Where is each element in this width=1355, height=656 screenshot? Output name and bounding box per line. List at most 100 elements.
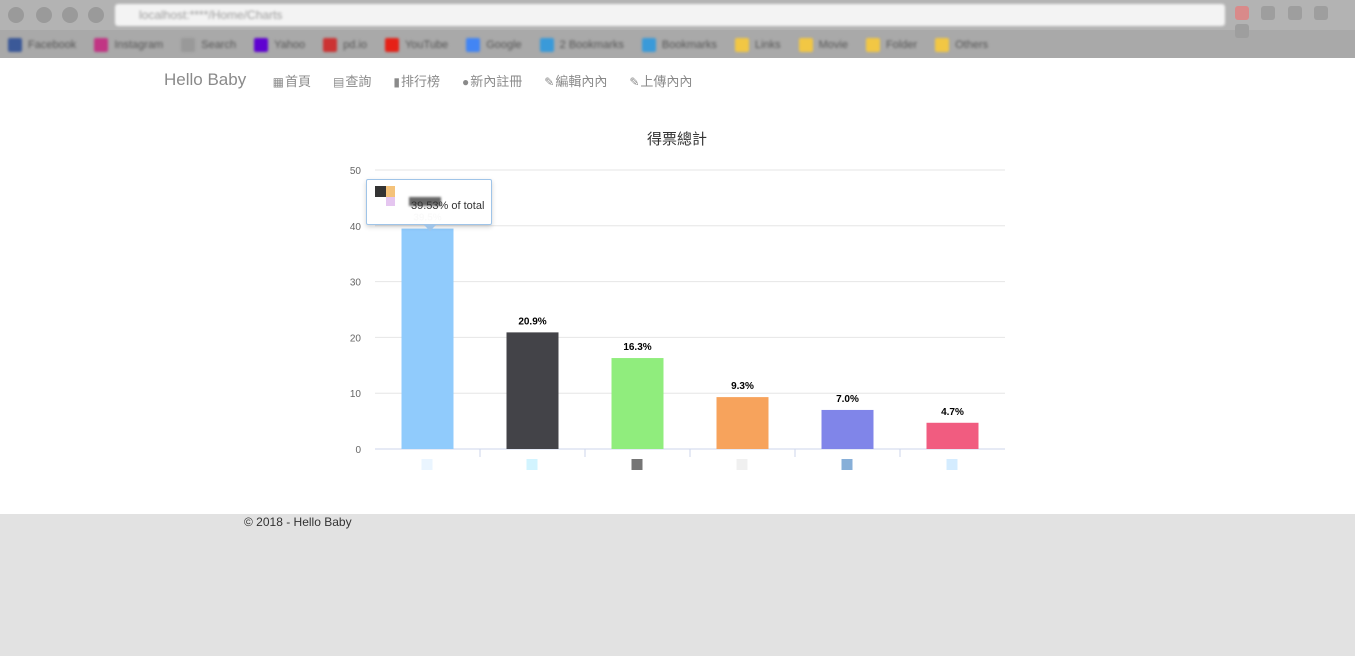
bookmark-label: Google <box>486 39 522 51</box>
data-label: 16.3% <box>623 342 651 353</box>
bookmark-item[interactable]: Movie <box>798 32 848 58</box>
y-tick-label: 30 <box>350 278 362 289</box>
user-icon: ● <box>462 74 470 89</box>
bookmark-label: Others <box>955 39 989 51</box>
nav-link-label: 上傳內內 <box>640 73 693 89</box>
pencil-icon: ✎ <box>629 74 640 89</box>
category-label-blur <box>526 459 538 470</box>
footer-text: © 2018 - Hello Baby <box>244 515 352 529</box>
extension-icon[interactable] <box>1314 6 1329 20</box>
brand-link[interactable]: Hello Baby <box>164 70 247 89</box>
bookmark-icon <box>254 38 269 53</box>
bookmark-icon <box>734 38 749 53</box>
extension-icon[interactable] <box>1235 6 1249 20</box>
bookmark-label: Yahoo <box>274 39 306 51</box>
tooltip-swatch <box>386 197 395 206</box>
chart-tooltip: 39.53% of total <box>366 179 492 231</box>
y-tick-label: 10 <box>350 389 362 400</box>
bookmark-item[interactable]: Google <box>466 32 522 58</box>
bookmark-item[interactable]: pd.io <box>323 32 367 58</box>
bookmark-icon <box>466 38 481 53</box>
category-label-blur <box>631 459 643 470</box>
bookmark-label: YouTube <box>404 39 449 51</box>
nav-link-0[interactable]: ▦首頁 <box>273 71 311 90</box>
bookmark-item[interactable]: Instagram <box>94 32 163 58</box>
tooltip-swatch <box>375 186 386 197</box>
bookmark-icon <box>935 38 950 53</box>
bookmark-label: Instagram <box>114 39 164 51</box>
tooltip-arrow <box>423 224 437 231</box>
bookmark-icon <box>641 38 656 53</box>
bookmark-item[interactable]: Search <box>181 32 236 58</box>
bookmark-icon <box>865 38 880 53</box>
address-row: localhost:****/Home/Charts <box>0 0 1355 38</box>
grid-icon: ▦ <box>272 74 285 89</box>
menu-icon[interactable] <box>1235 24 1249 38</box>
y-tick-label: 50 <box>350 166 362 177</box>
y-tick-label: 40 <box>350 222 362 233</box>
bookmark-icon <box>323 38 338 53</box>
y-tick-label: 20 <box>350 333 362 344</box>
bar <box>716 397 769 449</box>
home-icon[interactable] <box>88 7 104 23</box>
data-label: 9.3% <box>731 381 754 392</box>
nav-link-label: 首頁 <box>285 73 312 89</box>
browser-chrome: localhost:****/Home/Charts Facebook Insta… <box>0 0 1355 58</box>
bar <box>506 332 559 449</box>
bar <box>926 422 979 449</box>
bookmark-item[interactable]: 2 Bookmarks <box>539 32 624 58</box>
bar-chart-icon: ▮ <box>393 74 400 89</box>
extension-icon[interactable] <box>1287 6 1302 20</box>
bookmark-item[interactable]: Links <box>734 32 781 58</box>
bookmark-icon <box>384 38 399 53</box>
nav-link-3[interactable]: ●新內註冊 <box>462 71 522 90</box>
bookmark-item[interactable]: YouTube <box>384 32 449 58</box>
bookmark-label: Bookmarks <box>661 39 717 51</box>
list-icon: ▤ <box>333 74 345 89</box>
bookmark-label: Movie <box>818 39 848 51</box>
nav-items: ▦首頁 ▤查詢 ▮排行榜 ●新內註冊 ✎編輯內內 ✎上傳內內 <box>273 71 715 90</box>
bookmark-item[interactable]: Yahoo <box>254 32 305 58</box>
bookmark-item[interactable]: Folder <box>865 32 917 58</box>
data-label: 20.9% <box>518 316 546 327</box>
tooltip-swatch <box>386 186 395 197</box>
category-label-blur <box>421 459 433 470</box>
bookmark-item[interactable]: Facebook <box>8 32 76 58</box>
bookmark-icon <box>539 38 554 53</box>
url-bar[interactable]: localhost:****/Home/Charts <box>115 4 1225 26</box>
nav-link-1[interactable]: ▤查詢 <box>333 71 371 90</box>
y-tick-label: 0 <box>355 445 361 456</box>
category-label-blur <box>946 459 958 470</box>
bookmark-label: pd.io <box>343 39 367 51</box>
bar <box>401 228 454 449</box>
pencil-icon: ✎ <box>544 74 555 89</box>
data-label: 4.7% <box>941 407 964 418</box>
tooltip-text: 39.53% of total <box>411 200 485 212</box>
reload-icon[interactable] <box>62 7 78 23</box>
category-label-blur <box>736 459 748 470</box>
bar <box>611 358 664 449</box>
page: Hello Baby ▦首頁 ▤查詢 ▮排行榜 ●新內註冊 ✎編輯內內 ✎上傳內內 <box>0 58 1355 514</box>
back-icon[interactable] <box>8 7 24 23</box>
bookmark-label: 2 Bookmarks <box>559 39 624 51</box>
data-label: 7.0% <box>836 394 859 405</box>
bookmark-item[interactable]: Bookmarks <box>641 32 717 58</box>
bar-chart-svg: 得票總計0102030405039.5%20.9%16.3%9.3%7.0%4.… <box>350 130 1005 470</box>
tooltip-blur <box>409 197 441 206</box>
bookmark-item[interactable]: Others <box>935 32 988 58</box>
nav-link-label: 新內註冊 <box>470 73 523 89</box>
nav-link-5[interactable]: ✎上傳內內 <box>629 71 692 90</box>
bookmark-label: Links <box>754 39 781 51</box>
nav-link-2[interactable]: ▮排行榜 <box>393 71 440 90</box>
nav-link-label: 查詢 <box>345 73 372 89</box>
category-label-blur <box>841 459 853 470</box>
bar <box>821 409 874 449</box>
bookmark-icon <box>181 38 196 53</box>
forward-icon[interactable] <box>36 7 52 23</box>
extension-icon[interactable] <box>1261 6 1276 20</box>
bookmarks-bar: Facebook Instagram Search Yahoo pd.io YouTube… <box>0 32 1355 58</box>
bookmark-icon <box>94 38 109 53</box>
nav-link-label: 排行榜 <box>401 73 441 89</box>
nav-link-4[interactable]: ✎編輯內內 <box>544 71 607 90</box>
extension-icons <box>1235 6 1350 38</box>
